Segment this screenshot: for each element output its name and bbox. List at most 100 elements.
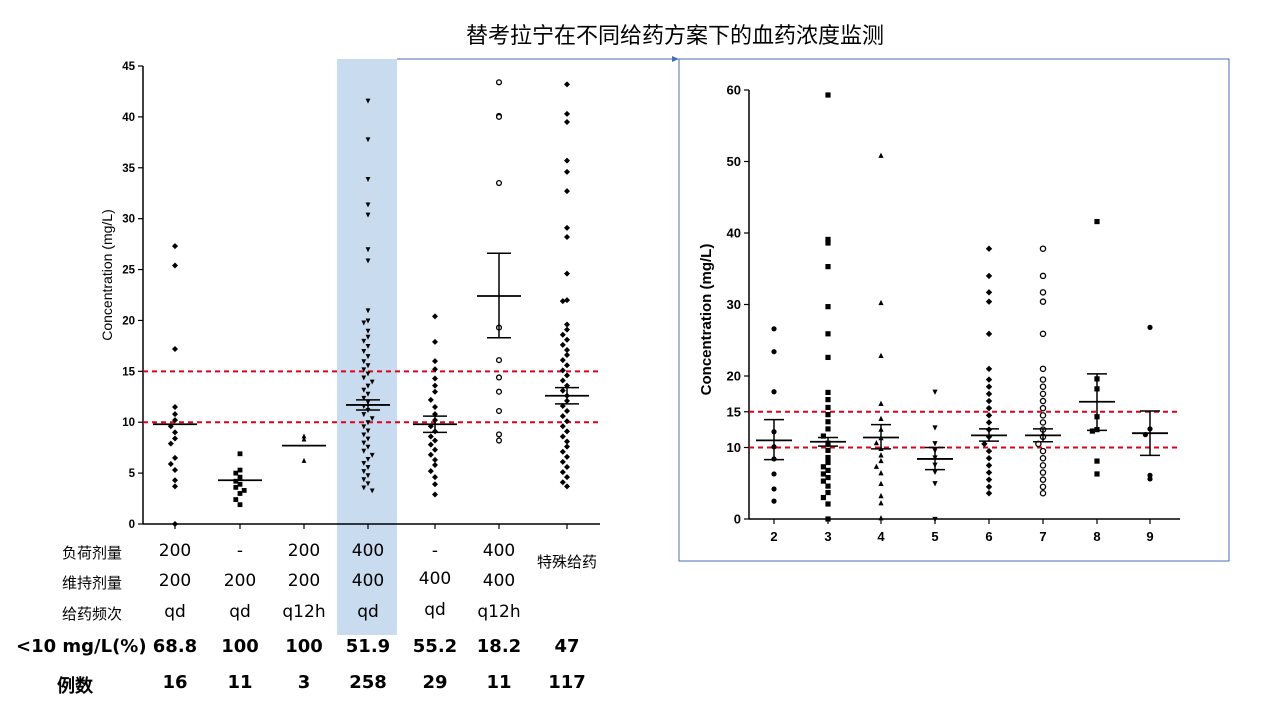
- data-point: [564, 81, 570, 88]
- data-point: [771, 389, 777, 395]
- data-point: [495, 113, 503, 120]
- right-chart: 60 50 40 30 20 15 10 0 2 3 4 5 6 7 8 9 Concentration (mg…: [397, 56, 1230, 562]
- data-point: [365, 428, 371, 434]
- data-point: [559, 423, 566, 430]
- data-point: [564, 464, 570, 471]
- table-cell-frequency: qd: [229, 602, 251, 622]
- data-point: [172, 477, 178, 484]
- data-point: [564, 346, 570, 353]
- data-point: [432, 474, 438, 481]
- table-cell-loading: 400: [351, 541, 385, 561]
- data-point: [985, 376, 993, 383]
- data-point: [361, 338, 367, 344]
- data-point: [233, 478, 239, 484]
- data-point: [495, 79, 503, 86]
- data-point: [559, 298, 566, 305]
- data-point: [559, 469, 566, 476]
- data-point: [825, 447, 831, 453]
- x-tick-label: 7: [1039, 529, 1046, 544]
- data-point: [365, 354, 371, 360]
- table-cell-n: 29: [422, 672, 448, 693]
- table-cell-maintenance: 400: [482, 571, 516, 591]
- data-point: [564, 372, 570, 379]
- data-point: [825, 419, 831, 425]
- data-point: [432, 358, 438, 365]
- data-point: [878, 152, 884, 158]
- data-point: [365, 383, 371, 389]
- data-point: [361, 359, 367, 365]
- data-point: [1094, 458, 1100, 464]
- data-point: [825, 459, 831, 466]
- data-point: [361, 469, 367, 475]
- data-point: [365, 436, 371, 442]
- data-point: [564, 352, 570, 359]
- data-point: [820, 494, 826, 501]
- table-cell-n: 258: [349, 672, 387, 693]
- table-cell-pct: 18.2: [476, 636, 522, 657]
- data-point: [365, 212, 371, 218]
- data-point: [985, 365, 993, 373]
- data-point: [365, 177, 371, 182]
- data-point: [825, 489, 831, 496]
- y-tick-label: 15: [727, 404, 741, 419]
- data-point: [495, 179, 503, 187]
- y-axis-label: Concentration (mg/L): [99, 209, 115, 341]
- data-point: [564, 474, 570, 481]
- data-point: [771, 471, 777, 477]
- y-tick-label: 15: [122, 366, 135, 378]
- data-point: [233, 484, 239, 490]
- data-point: [432, 338, 438, 345]
- table-cell-loading: 特殊给药: [536, 553, 597, 571]
- data-point: [825, 467, 831, 473]
- data-point: [825, 501, 831, 507]
- data-point: [564, 336, 570, 343]
- data-point: [985, 490, 993, 497]
- row-label-case-count: 例数: [57, 676, 93, 697]
- data-point: [985, 390, 993, 398]
- table-cell-frequency: q12h: [282, 602, 326, 622]
- table-cell-frequency: qd: [357, 602, 379, 622]
- data-point: [365, 328, 371, 334]
- data-point: [820, 464, 826, 470]
- data-point: [564, 483, 570, 490]
- data-point: [1039, 365, 1047, 373]
- data-point: [985, 298, 993, 305]
- data-point: [932, 481, 938, 487]
- data-point: [432, 375, 438, 382]
- data-point: [559, 433, 566, 440]
- data-point: [365, 137, 371, 143]
- data-point: [559, 331, 566, 338]
- data-point: [172, 483, 178, 490]
- data-point: [825, 331, 831, 337]
- data-point: [564, 326, 570, 333]
- data-point: [564, 321, 570, 328]
- row-label-maintenance-dose: 维持剂量: [62, 574, 123, 592]
- data-point: [237, 467, 243, 473]
- data-point: [167, 440, 174, 447]
- data-point: [361, 477, 367, 483]
- table-cell-frequency: qd: [424, 600, 446, 620]
- data-point: [932, 425, 938, 431]
- y-tick-label: 30: [727, 297, 741, 312]
- data-point: [1039, 412, 1047, 419]
- table-cell-maintenance: 400: [418, 569, 452, 589]
- data-point: [985, 412, 993, 419]
- data-point: [873, 440, 879, 446]
- table-cell-maintenance: 200: [158, 571, 192, 591]
- data-point: [172, 262, 178, 269]
- data-point: [495, 431, 503, 438]
- table-cell-pct: 68.8: [152, 636, 198, 657]
- data-point: [878, 299, 884, 306]
- data-point: [361, 349, 367, 354]
- data-point: [825, 404, 831, 411]
- data-point: [361, 320, 367, 326]
- data-point: [233, 497, 239, 502]
- data-point: [427, 441, 434, 448]
- data-point: [985, 404, 993, 412]
- data-point: [878, 470, 884, 476]
- data-point: [564, 418, 570, 425]
- data-point: [237, 451, 243, 457]
- data-point: [495, 357, 503, 364]
- data-point: [564, 188, 570, 195]
- data-point: [432, 382, 438, 389]
